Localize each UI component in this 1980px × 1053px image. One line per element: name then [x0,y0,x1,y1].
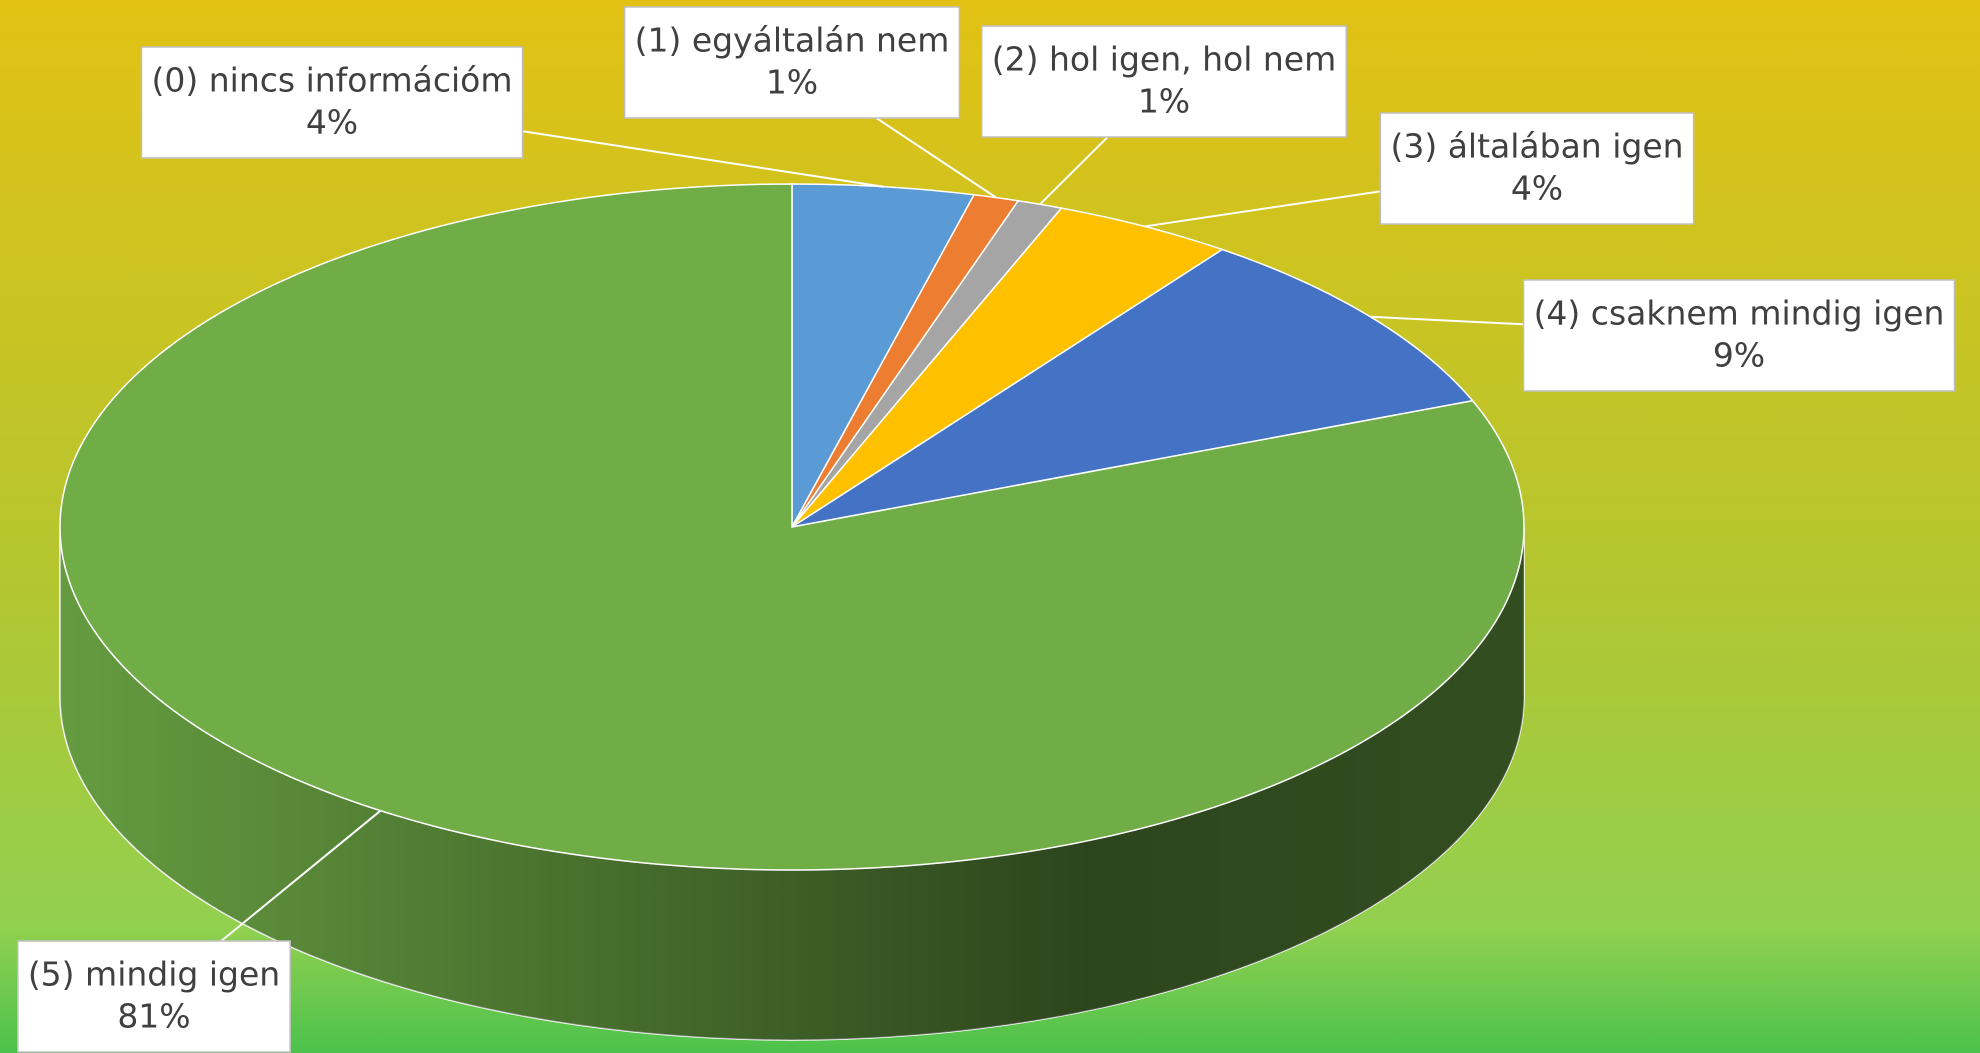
label-box [140,46,524,159]
label-value: 9% [1713,336,1765,375]
label-value: 4% [306,103,358,142]
label-name: (3) általában igen [1390,127,1683,166]
slice [791,248,1475,528]
label-value: 1% [766,63,818,102]
label-value: 4% [1511,169,1563,208]
slice [59,183,1525,871]
label-value: 81% [117,997,190,1036]
label-value: 1% [1138,82,1190,121]
label-name: (2) hol igen, hol nem [992,40,1336,79]
label-name: (5) mindig igen [28,955,280,994]
slice [791,207,1224,528]
label-name: (0) nincs információm [152,61,513,100]
label-box [17,940,291,1053]
label-box [981,25,1347,138]
label-box [1522,279,1956,392]
label-name: (1) egyáltalán nem [635,21,950,60]
slice-side-shade [60,527,1524,1040]
label-name: (4) csaknem mindig igen [1534,294,1945,333]
label-box [623,6,961,119]
label-box [1379,112,1695,225]
